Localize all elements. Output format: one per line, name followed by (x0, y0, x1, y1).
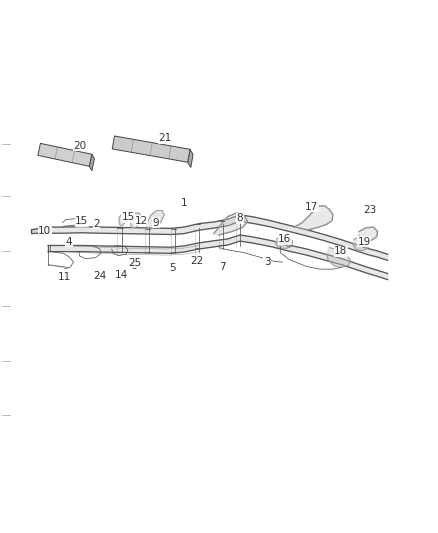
Text: 5: 5 (169, 263, 176, 273)
Text: 4: 4 (66, 237, 73, 247)
Text: 3: 3 (264, 257, 271, 267)
Text: 21: 21 (159, 133, 172, 143)
Polygon shape (48, 215, 388, 260)
Polygon shape (119, 213, 127, 226)
Polygon shape (214, 213, 247, 235)
Text: 24: 24 (93, 271, 106, 281)
Polygon shape (353, 237, 369, 251)
Polygon shape (131, 213, 141, 228)
Text: 20: 20 (74, 141, 87, 151)
Text: 18: 18 (334, 246, 347, 256)
Text: 2: 2 (93, 219, 100, 229)
Text: 16: 16 (278, 235, 291, 244)
Text: 1: 1 (180, 198, 187, 207)
Polygon shape (89, 154, 95, 171)
Polygon shape (188, 149, 193, 167)
Text: 12: 12 (134, 215, 148, 225)
Polygon shape (38, 143, 92, 166)
Polygon shape (359, 227, 378, 240)
Polygon shape (48, 235, 388, 280)
Text: 8: 8 (237, 213, 244, 223)
Text: 10: 10 (38, 225, 51, 236)
Polygon shape (32, 227, 48, 233)
Text: 15: 15 (122, 213, 135, 222)
Polygon shape (147, 211, 164, 229)
Polygon shape (326, 248, 350, 268)
Text: 11: 11 (58, 272, 71, 282)
Text: 9: 9 (152, 217, 159, 228)
Polygon shape (112, 136, 190, 162)
Polygon shape (294, 206, 333, 230)
Text: 14: 14 (115, 270, 128, 280)
Text: 7: 7 (219, 262, 226, 272)
Text: 19: 19 (358, 237, 371, 247)
Text: 23: 23 (364, 205, 377, 215)
Text: 22: 22 (191, 256, 204, 266)
Text: 17: 17 (305, 202, 318, 212)
Text: 15: 15 (75, 216, 88, 227)
Text: 6: 6 (130, 261, 137, 271)
Text: 25: 25 (128, 258, 141, 268)
Polygon shape (275, 236, 293, 249)
